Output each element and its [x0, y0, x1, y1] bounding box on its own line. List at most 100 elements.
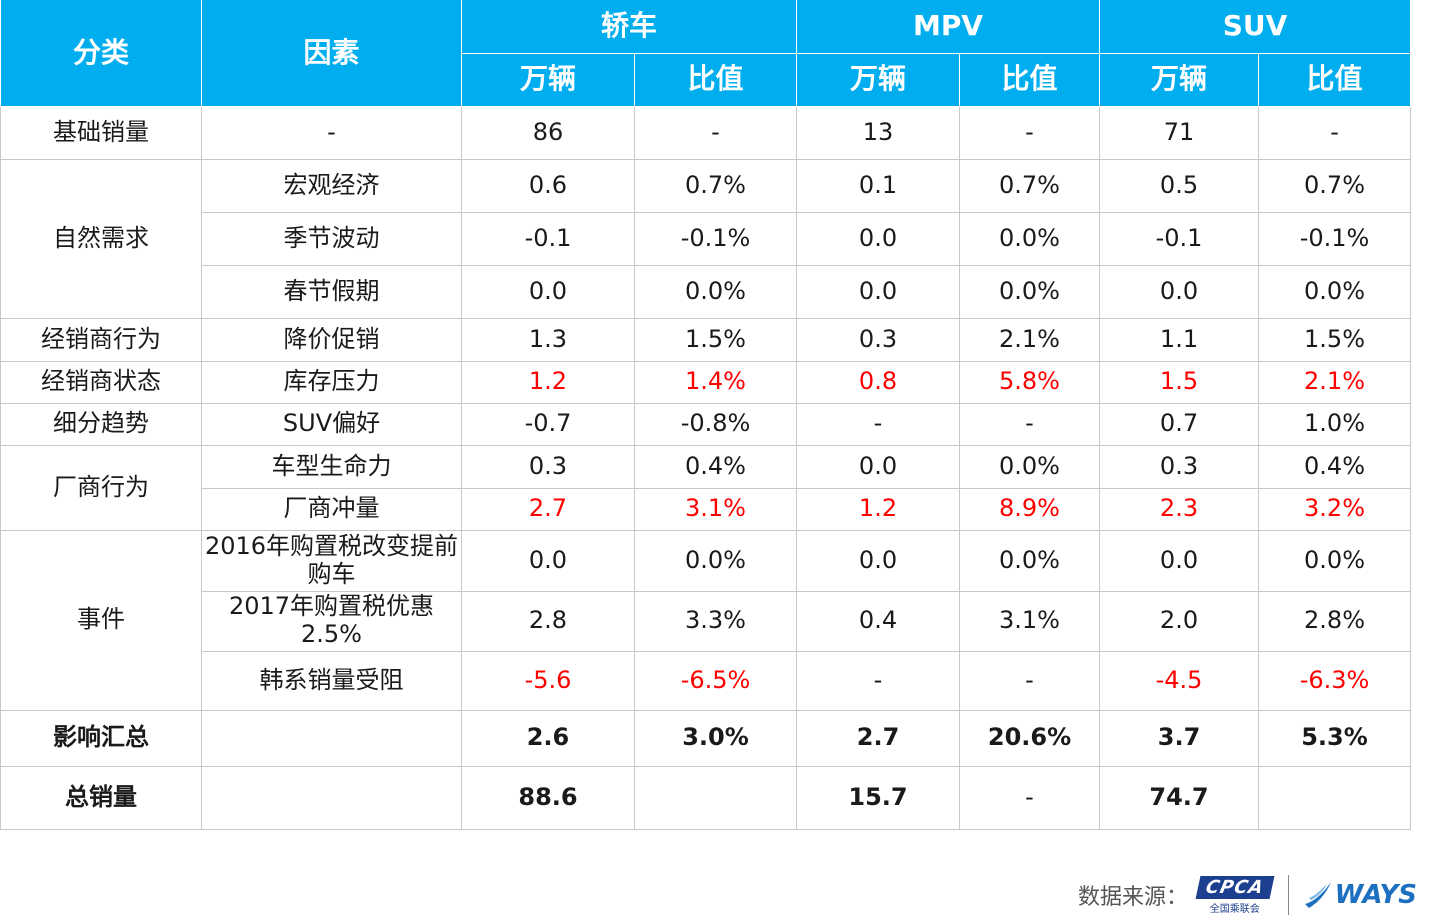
- value-cell: 3.0%: [633, 709, 798, 767]
- total-row: 总销量 88.6 15.7 - 74.7: [0, 765, 1412, 830]
- table-row: 自然需求 宏观经济 0.6 0.7% 0.1 0.7% 0.5 0.7%: [0, 158, 1412, 319]
- value-cell: 0.0%: [959, 264, 1101, 319]
- highlight-value-cell: 1.2: [796, 487, 961, 531]
- value-cell: -0.7: [461, 402, 635, 446]
- value-cell: 2.0: [1099, 590, 1260, 652]
- value-cell: 1.5%: [1258, 317, 1412, 362]
- value-cell: [1258, 765, 1412, 830]
- header-factor: 因素: [201, 0, 462, 107]
- value-cell: 0.0: [796, 211, 961, 266]
- value-cell: 2.7: [796, 709, 961, 767]
- value-cell: -0.1: [461, 211, 635, 266]
- factor-cell: 厂商冲量: [201, 487, 462, 531]
- value-cell: 0.0%: [959, 444, 1101, 489]
- highlight-value-cell: 5.8%: [959, 360, 1101, 404]
- value-cell: 0.4%: [1258, 444, 1412, 489]
- value-cell: 0.7%: [959, 158, 1101, 213]
- highlight-value-cell: -6.3%: [1258, 650, 1412, 711]
- category-cell: 经销商状态: [0, 360, 202, 404]
- value-cell: 0.7: [1099, 402, 1260, 446]
- value-cell: 0.0: [1099, 264, 1260, 319]
- value-cell: 3.1%: [959, 590, 1101, 652]
- header-group-sedan: 轿车: [460, 0, 798, 54]
- cpca-logo-subtext: 全国乘联会: [1209, 903, 1260, 915]
- table-row: 春节假期 0.0 0.0% 0.0 0.0% 0.0 0.0%: [1, 264, 1412, 319]
- factor-cell: [201, 765, 462, 830]
- value-cell: 20.6%: [959, 709, 1101, 767]
- value-cell: 86: [461, 105, 635, 160]
- value-cell: -: [959, 105, 1101, 160]
- category-cell: 厂商行为: [0, 444, 202, 531]
- value-cell: 0.0: [796, 264, 961, 319]
- value-cell: 0.0%: [959, 529, 1101, 592]
- category-cell: 事件: [0, 529, 202, 711]
- highlight-value-cell: 1.4%: [633, 360, 798, 404]
- factor-cell: 春节假期: [201, 264, 462, 319]
- table-row: 经销商行为 降价促销 1.3 1.5% 0.3 2.1% 1.1 1.5%: [0, 317, 1412, 362]
- ways-logo-text: WAYS: [1334, 880, 1418, 910]
- highlight-value-cell: 1.2: [461, 360, 635, 404]
- highlight-value-cell: -4.5: [1099, 650, 1260, 711]
- table-row: 季节波动 -0.1 -0.1% 0.0 0.0% -0.1 -0.1%: [1, 211, 1412, 266]
- value-cell: -0.1%: [633, 211, 798, 266]
- highlight-value-cell: 8.9%: [959, 487, 1101, 531]
- factor-cell: -: [201, 105, 462, 160]
- factor-cell: 2016年购置税改变提前购车: [201, 529, 462, 592]
- header-group-suv: SUV: [1099, 0, 1412, 54]
- category-cell: 基础销量: [0, 105, 202, 160]
- header-sub-ratio: 比值: [959, 52, 1101, 107]
- factor-cell: 宏观经济: [201, 158, 462, 213]
- value-cell: -: [633, 105, 798, 160]
- value-cell: 0.3: [796, 317, 961, 362]
- header-sub-ratio: 比值: [633, 52, 798, 107]
- highlight-value-cell: 2.1%: [1258, 360, 1412, 404]
- table-row: 厂商行为 车型生命力 0.3 0.4% 0.0 0.0% 0.3 0.4%: [0, 444, 1412, 531]
- factor-cell: 韩系销量受阻: [201, 650, 462, 711]
- highlight-value-cell: -6.5%: [633, 650, 798, 711]
- cpca-logo-text: CPCA: [1195, 875, 1275, 899]
- category-cell: 影响汇总: [0, 709, 202, 767]
- value-cell: -: [1258, 105, 1412, 160]
- highlight-value-cell: 1.5: [1099, 360, 1260, 404]
- header-sub-units: 万辆: [796, 52, 961, 107]
- value-cell: 0.1: [796, 158, 961, 213]
- factor-cell: 2017年购置税优惠2.5%: [201, 590, 462, 652]
- highlight-value-cell: 2.7: [461, 487, 635, 531]
- sales-factor-table: 分类 因素 轿车 MPV SUV 万辆 比值 万辆 比值 万辆 比值 基础销量 …: [0, 0, 1412, 830]
- factor-cell: [201, 709, 462, 767]
- value-cell: -: [959, 402, 1101, 446]
- value-cell: 71: [1099, 105, 1260, 160]
- highlight-value-cell: -5.6: [461, 650, 635, 711]
- value-cell: 13: [796, 105, 961, 160]
- value-cell: 0.4: [796, 590, 961, 652]
- value-cell: -: [959, 765, 1101, 830]
- cpca-logo: CPCA 全国乘联会: [1195, 875, 1275, 915]
- table-row: 事件 2016年购置税改变提前购车 0.0 0.0% 0.0 0.0% 0.0 …: [0, 529, 1412, 711]
- value-cell: 0.7%: [1258, 158, 1412, 213]
- value-cell: 15.7: [796, 765, 961, 830]
- source-footer: 数据来源： CPCA 全国乘联会 WAYS: [1078, 872, 1417, 918]
- value-cell: -: [959, 650, 1101, 711]
- value-cell: 1.5%: [633, 317, 798, 362]
- value-cell: 0.0%: [633, 264, 798, 319]
- value-cell: 74.7: [1099, 765, 1260, 830]
- factor-cell: SUV偏好: [201, 402, 462, 446]
- value-cell: 88.6: [461, 765, 635, 830]
- category-cell: 总销量: [0, 765, 202, 830]
- ways-swoosh-icon: [1304, 882, 1331, 908]
- value-cell: 2.6: [461, 709, 635, 767]
- value-cell: 3.3%: [633, 590, 798, 652]
- value-cell: 0.0: [796, 444, 961, 489]
- header-sub-units: 万辆: [1099, 52, 1260, 107]
- highlight-value-cell: 3.2%: [1258, 487, 1412, 531]
- value-cell: 0.4%: [633, 444, 798, 489]
- value-cell: 1.0%: [1258, 402, 1412, 446]
- logo-divider: [1287, 875, 1289, 915]
- header-sub-units: 万辆: [461, 52, 635, 107]
- table-row: 基础销量 - 86 - 13 - 71 -: [0, 105, 1412, 160]
- summary-row: 影响汇总 2.6 3.0% 2.7 20.6% 3.7 5.3%: [0, 709, 1412, 767]
- value-cell: 0.3: [461, 444, 635, 489]
- value-cell: 0.0: [1099, 529, 1260, 592]
- value-cell: 0.3: [1099, 444, 1260, 489]
- header-sub-ratio: 比值: [1258, 52, 1412, 107]
